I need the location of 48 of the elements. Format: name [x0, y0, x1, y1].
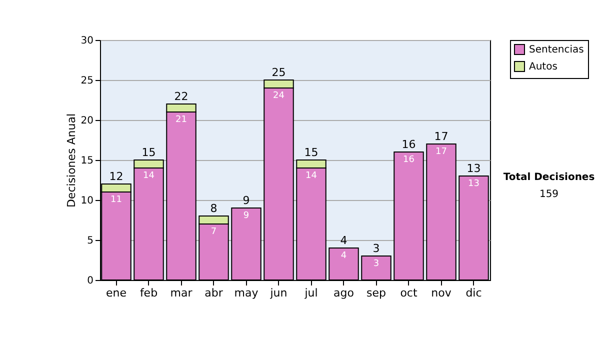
- x-tick-label: abr: [204, 286, 224, 300]
- total-label: 8: [210, 202, 218, 215]
- x-tick-label: ene: [106, 286, 127, 300]
- x-tick-label: dic: [466, 286, 482, 300]
- x-tick-label: nov: [431, 286, 452, 300]
- y-tick-label: 0: [87, 276, 94, 286]
- y-tick-label: 10: [80, 196, 94, 206]
- total-label: 12: [109, 170, 124, 183]
- total-label: 15: [142, 146, 156, 159]
- data-label: 17: [436, 147, 447, 157]
- data-label: 21: [176, 115, 187, 125]
- x-tick-label: mar: [170, 286, 193, 300]
- data-label: 24: [273, 91, 285, 101]
- y-axis-title: Decisiones Anual: [64, 113, 78, 208]
- x-tick-label: may: [234, 286, 259, 300]
- x-tick-label: feb: [140, 286, 158, 300]
- data-label: 14: [306, 171, 318, 181]
- y-tick-label: 25: [80, 76, 94, 86]
- x-tick-label: ago: [334, 286, 354, 300]
- total-label: 25: [272, 66, 286, 79]
- data-label: 4: [340, 251, 347, 261]
- total-label: 16: [402, 138, 416, 151]
- total-label: 4: [340, 234, 348, 247]
- y-tick-label: 30: [80, 36, 94, 46]
- data-label: 3: [373, 259, 380, 269]
- data-label: 14: [143, 171, 155, 181]
- data-label: 13: [468, 179, 480, 189]
- total-label: 13: [466, 162, 481, 175]
- total-label: 22: [174, 90, 188, 103]
- total-label: 15: [304, 146, 318, 159]
- data-label: 7: [210, 227, 217, 237]
- total-label: 9: [242, 194, 250, 207]
- x-tick-label: jul: [304, 286, 318, 300]
- total-label: 3: [372, 242, 380, 255]
- total-label: 17: [434, 130, 448, 143]
- text: 159: [538, 189, 560, 200]
- x-tick-label: oct: [400, 286, 418, 300]
- data-label: 11: [110, 195, 122, 205]
- x-tick-label: jun: [269, 286, 288, 300]
- y-tick-label: 20: [80, 116, 94, 126]
- y-tick-label: 5: [87, 236, 94, 246]
- legend-label: Autos: [529, 62, 558, 72]
- data-label: 9: [243, 211, 250, 221]
- y-tick-label: 15: [80, 156, 94, 166]
- data-label: 16: [403, 155, 415, 165]
- text: Total Decisiones: [502, 172, 596, 183]
- legend-label: Sentencias: [529, 44, 584, 56]
- x-tick-label: sep: [366, 286, 386, 300]
